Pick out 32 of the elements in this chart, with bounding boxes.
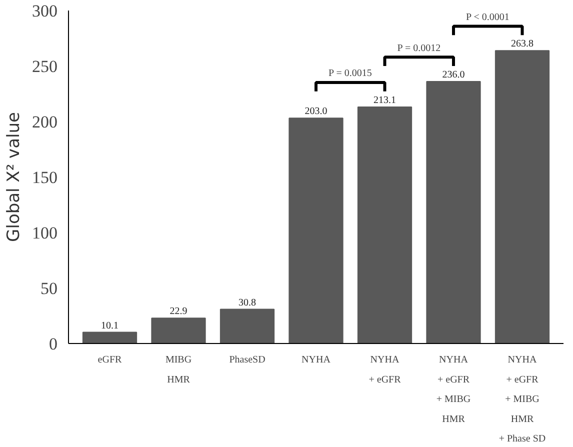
x-tick-label: NYHA + eGFR + MIBG HMR + Phase SD	[498, 354, 546, 445]
data-label: 30.8	[238, 297, 256, 308]
annotation: P = 0.0012	[397, 42, 441, 54]
data-label: 263.8	[511, 38, 534, 50]
y-tick-label: 0	[49, 334, 58, 354]
bar	[426, 81, 481, 344]
y-axis-title: Global X² value	[4, 112, 24, 242]
x-tick-label: NYHA + eGFR + MIBG HMR	[436, 354, 471, 425]
y-tick-label: 200	[32, 112, 58, 132]
x-tick-label: eGFR	[98, 354, 122, 366]
x-tick-label: NYHA	[302, 354, 332, 366]
bar	[220, 308, 275, 344]
x-tick-label: MIBG HMR	[165, 354, 192, 386]
x-tick-label: PhaseSD	[229, 354, 266, 366]
annotation: P = 0.0015	[328, 68, 372, 80]
y-tick-label: 50	[40, 279, 58, 298]
data-label: 10.1	[101, 320, 118, 332]
y-tick-label: 100	[32, 224, 58, 242]
data-label: 203.0	[304, 106, 328, 118]
y-tick-label: 150	[32, 168, 58, 187]
y-tick-label: 250	[32, 57, 58, 76]
annotation: P < 0.0001	[466, 12, 510, 23]
bar	[151, 318, 206, 344]
data-label: 213.1	[374, 94, 396, 106]
bar	[494, 50, 550, 344]
data-label: 236.0	[442, 70, 465, 81]
bar	[82, 332, 138, 344]
data-label: 22.9	[170, 306, 188, 318]
bar	[288, 118, 344, 344]
y-tick-label: 300	[32, 2, 58, 20]
x-tick-label: NYHA + eGFR	[368, 354, 402, 386]
bar	[357, 106, 412, 344]
